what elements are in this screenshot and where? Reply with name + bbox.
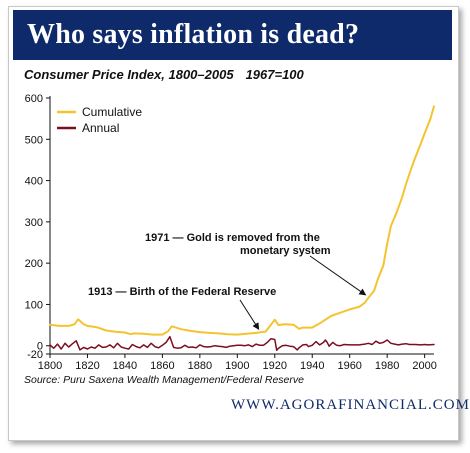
x-tick-label: 1860 [150,360,174,372]
legend-label-annual: Annual [82,121,119,135]
x-tick-label: 1960 [337,360,361,372]
annotation-arrow [309,255,367,296]
series-line-cumulative [49,105,435,336]
x-tick-label: 1840 [113,360,137,372]
legend-label-cumulative: Cumulative [82,105,142,119]
chart-base-note: 1967=100 [245,67,304,82]
y-tick-label: 200 [25,258,43,270]
series [49,105,435,352]
x-tick-label: 1880 [188,360,212,372]
annotation-line: monetary system [240,245,331,257]
y-tick-label: 300 [25,217,43,229]
annotation-text: 1913 — Birth of the Federal Reserve [88,286,276,298]
annotation-line: 1913 — Birth of the Federal Reserve [88,286,276,298]
footer-url[interactable]: WWW.AGORAFINANCIAL.COM [231,397,470,413]
annotations: 1971 — Gold is removed from the monetary … [88,232,367,330]
axes: -200 100 200 300 400 500 600 1800 1820 1840 1860 18… [25,93,437,372]
x-tick-label: 1800 [38,360,62,372]
chart-title-text: Consumer Price Index, 1800–2005 [24,67,234,82]
series-line-annual [49,335,435,352]
x-tick-label: 1940 [300,360,324,372]
x-tick-label: 2000 [412,360,436,372]
chart-title: Consumer Price Index, 1800–2005 1967=100 [24,67,304,82]
x-tick-label: 1900 [225,360,249,372]
chart-card [8,6,459,441]
y-tick-label: 100 [25,299,43,311]
y-tick-label: 400 [25,176,43,188]
title-banner: Who says inflation is dead? [13,10,452,60]
y-tick-label: 600 [25,93,43,105]
x-tick-label: 1820 [75,360,99,372]
x-tick-label: 1980 [375,360,399,372]
y-tick-label: 0 [37,341,43,353]
source-note: Source: Puru Saxena Wealth Management/Fe… [24,374,304,386]
y-tick-label: 500 [25,134,43,146]
annotation-arrow [239,299,260,330]
x-tick-label: 1920 [263,360,287,372]
banner-title: Who says inflation is dead? [27,19,360,50]
annotation-line: 1971 — Gold is removed from the [145,232,320,244]
y-tick-label: -20 [27,349,43,361]
annotation-text: 1971 — Gold is removed from the monetary … [145,232,331,257]
legend: Cumulative Annual [57,105,142,135]
